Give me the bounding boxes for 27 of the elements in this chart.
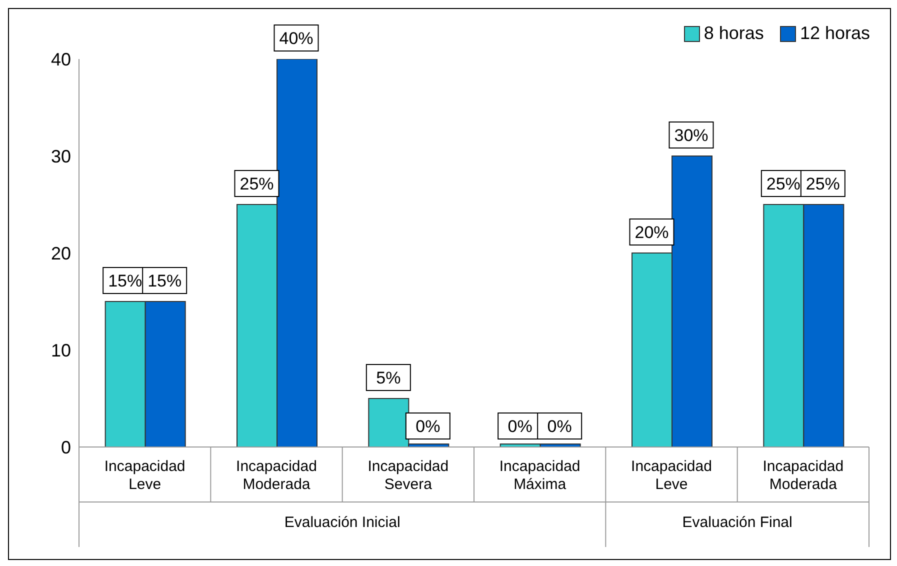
data-label: 20% (634, 223, 669, 242)
y-tick-label: 40 (50, 49, 71, 70)
data-label: 15% (148, 272, 182, 290)
data-label: 0% (508, 417, 532, 436)
legend-label: 12 horas (800, 23, 870, 44)
text: Evaluación Final (682, 514, 792, 531)
y-tick-label: 10 (50, 340, 71, 360)
x-tick-label: Incapacidad Leve (631, 458, 712, 493)
x-tick-label: Incapacidad Severa (368, 458, 449, 493)
data-label: 5% (376, 368, 401, 388)
y-tick-label: 20 (50, 243, 71, 264)
data-label: 15% (108, 272, 142, 290)
x-tick-label: Incapacidad Leve (104, 458, 186, 493)
data-label: 25% (766, 174, 800, 194)
text: Evaluación Inicial (284, 514, 400, 531)
y-tick-label: 30 (50, 146, 71, 166)
legend-label: 8 horas (704, 23, 764, 44)
data-label: 0% (416, 417, 440, 436)
data-label: 40% (279, 29, 314, 48)
x-tick-label: Incapacidad Moderada (236, 458, 317, 493)
data-label: 25% (806, 174, 840, 194)
data-label: 30% (674, 126, 708, 145)
y-tick-label: 0 (60, 437, 71, 458)
x-tick-label: Incapacidad Máxima (499, 458, 580, 493)
data-label: 25% (240, 174, 274, 194)
data-label: 0% (547, 417, 572, 436)
x-tick-label: Incapacidad Moderada (762, 458, 844, 493)
